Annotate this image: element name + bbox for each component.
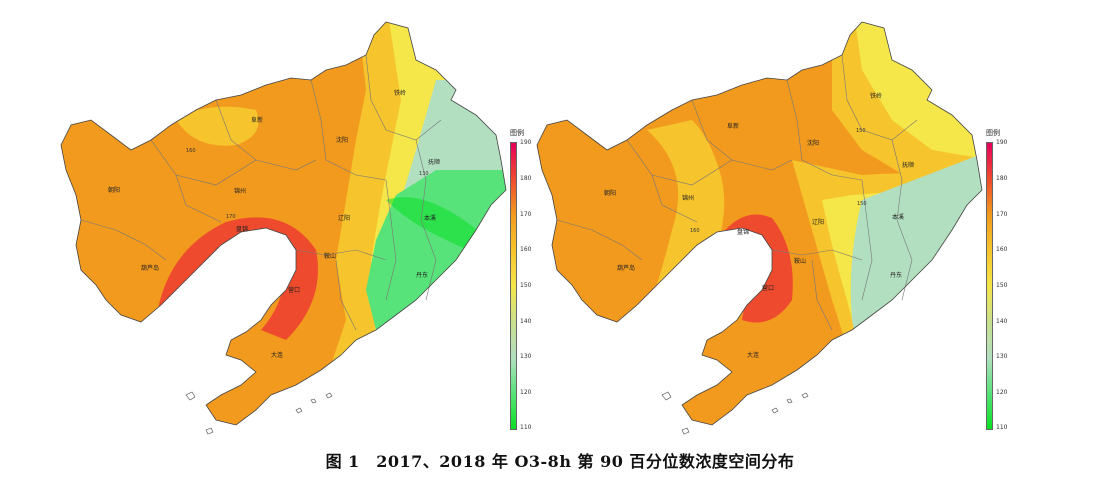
legend-tick: 110 — [996, 424, 1008, 431]
city-label: 本溪 — [424, 214, 436, 222]
city-label: 鞍山 — [794, 257, 806, 265]
isoline-label: 130 — [419, 171, 429, 177]
city-label: 辽阳 — [812, 218, 824, 226]
legend-tick: 170 — [520, 211, 532, 218]
legend-tick: 180 — [520, 175, 532, 182]
city-label: 沈阳 — [807, 139, 819, 147]
city-label: 抚顺 — [902, 161, 914, 169]
isoline-label: 170 — [226, 214, 236, 220]
legend-tick: 110 — [520, 424, 532, 431]
legend-tick: 130 — [996, 353, 1008, 360]
city-label: 葫芦岛 — [141, 264, 159, 272]
city-label: 盘锦 — [737, 228, 749, 236]
map-2018: 150 150 160 铁岭 阜新 沈阳 抚顺 朝阳 锦州 盘锦 本溪 辽阳 鞍… — [536, 21, 983, 435]
legend-tick: 190 — [520, 139, 532, 146]
city-label: 大连 — [271, 351, 283, 359]
city-label: 铁岭 — [870, 92, 882, 100]
city-label: 辽阳 — [338, 214, 350, 222]
city-label: 本溪 — [892, 213, 904, 221]
city-label: 营口 — [762, 284, 774, 292]
city-label: 沈阳 — [336, 136, 348, 144]
city-label: 朝阳 — [604, 189, 616, 197]
color-legend: 图例 190 180 170 160 150 140 130 120 110 — [976, 128, 1036, 438]
legend-tick: 160 — [520, 246, 532, 253]
city-label: 鞍山 — [324, 252, 336, 260]
legend-tick: 140 — [520, 318, 532, 325]
city-label: 抚顺 — [428, 158, 440, 166]
islands — [661, 391, 809, 435]
isoline-label: 160 — [690, 228, 700, 234]
city-label: 阜新 — [727, 122, 739, 130]
legend-tick: 160 — [996, 246, 1008, 253]
legend-tick: 190 — [996, 139, 1008, 146]
city-label: 阜新 — [251, 116, 263, 124]
city-label: 铁岭 — [394, 89, 406, 97]
city-label: 丹东 — [416, 271, 428, 279]
legend-tick: 180 — [996, 175, 1008, 182]
color-legend: 图例 190 180 170 160 150 140 130 120 110 — [500, 128, 560, 438]
city-labels-2017: 铁岭 阜新 沈阳 抚顺 朝阳 锦州 本溪 辽阳 盘锦 鞍山 葫芦岛 营口 丹东 … — [108, 89, 440, 359]
legend-tick: 130 — [520, 353, 532, 360]
city-labels-2018: 铁岭 阜新 沈阳 抚顺 朝阳 锦州 盘锦 本溪 辽阳 鞍山 葫芦岛 营口 丹东 … — [604, 92, 914, 359]
city-label: 锦州 — [234, 187, 246, 195]
city-label: 大连 — [747, 351, 759, 359]
city-label: 朝阳 — [108, 186, 120, 194]
legend-title: 图例 — [986, 129, 1000, 137]
legend-tick: 150 — [520, 282, 532, 289]
city-label: 营口 — [288, 286, 300, 294]
legend-tick: 120 — [996, 389, 1008, 396]
city-label: 盘锦 — [236, 225, 248, 233]
legend-tick: 170 — [996, 211, 1008, 218]
legend-tick: 150 — [996, 282, 1008, 289]
isoline-label: 160 — [186, 148, 196, 154]
city-boundaries — [556, 54, 918, 331]
concentration-field-2018 — [537, 22, 982, 425]
city-label: 丹东 — [890, 271, 902, 279]
legend-tick: 120 — [520, 389, 532, 396]
city-label: 葫芦岛 — [617, 264, 635, 272]
figure-caption: 图 1 2017、2018 年 O3-8h 第 90 百分位数浓度空间分布 — [325, 452, 795, 471]
legend-title: 图例 — [510, 129, 524, 137]
legend-color-bar — [986, 142, 993, 430]
legend-color-bar — [510, 142, 517, 430]
islands — [185, 391, 333, 435]
map-2017: 160 170 130 铁岭 阜新 沈阳 抚顺 朝阳 锦州 本溪 辽阳 盘锦 鞍… — [60, 21, 507, 435]
concentration-field-2017 — [61, 22, 506, 425]
city-boundaries — [80, 54, 442, 331]
isoline-label: 150 — [857, 201, 867, 207]
city-label: 锦州 — [682, 194, 694, 202]
isoline-label: 150 — [856, 128, 866, 134]
legend-tick: 140 — [996, 318, 1008, 325]
